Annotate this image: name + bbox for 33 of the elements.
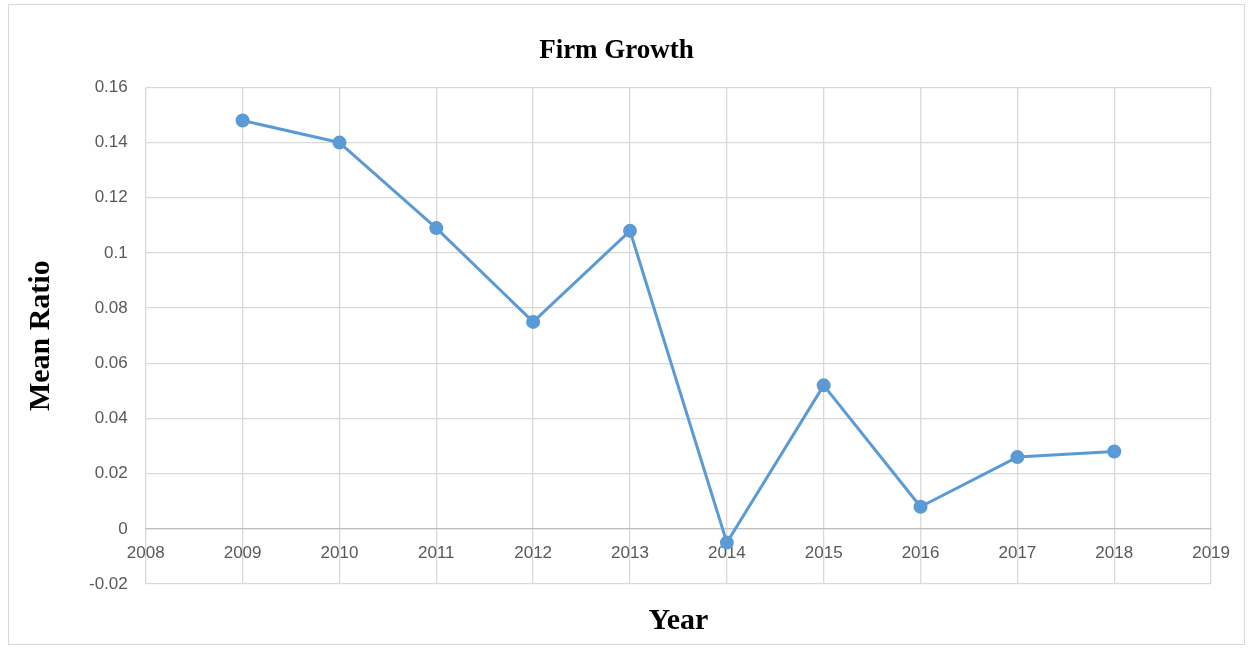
y-tick-label: 0.02 bbox=[94, 463, 128, 483]
point bbox=[816, 378, 831, 393]
point bbox=[429, 221, 444, 236]
point bbox=[1107, 444, 1122, 459]
y-tick-label: 0.08 bbox=[94, 297, 128, 317]
x-tick-label: 2015 bbox=[804, 542, 843, 562]
chart-title: Firm Growth bbox=[539, 34, 694, 65]
y-tick-label: 0.06 bbox=[94, 352, 128, 372]
point bbox=[913, 499, 928, 514]
point bbox=[623, 223, 637, 238]
y-tick-label: 0.12 bbox=[94, 187, 128, 207]
y-tick-label: 0.1 bbox=[104, 242, 128, 262]
y-tick-label: 0.04 bbox=[94, 408, 128, 428]
x-tick-label: 2008 bbox=[126, 542, 165, 562]
point bbox=[526, 314, 541, 329]
x-tick-label: 2019 bbox=[1192, 542, 1230, 562]
x-tick-label: 2016 bbox=[901, 542, 940, 562]
y-axis-title: Mean Ratio bbox=[21, 260, 55, 412]
y-tick-label: 0.16 bbox=[94, 77, 128, 97]
point bbox=[332, 135, 347, 150]
x-tick-label: 2018 bbox=[1095, 542, 1134, 562]
y-tick-label: -0.02 bbox=[89, 573, 128, 593]
point bbox=[1010, 450, 1025, 465]
x-tick-label: 2013 bbox=[611, 542, 649, 562]
point bbox=[235, 113, 250, 128]
x-tick-label: 2010 bbox=[320, 542, 359, 562]
x-tick-label: 2009 bbox=[223, 542, 262, 562]
y-tick-label: 0 bbox=[118, 518, 128, 538]
x-axis-title: Year bbox=[648, 601, 709, 635]
x-tick-label: 2017 bbox=[998, 542, 1037, 562]
x-tick-label: 2011 bbox=[418, 542, 455, 562]
x-tick-label: 2012 bbox=[514, 542, 553, 562]
y-tick-label: 0.14 bbox=[94, 132, 128, 152]
